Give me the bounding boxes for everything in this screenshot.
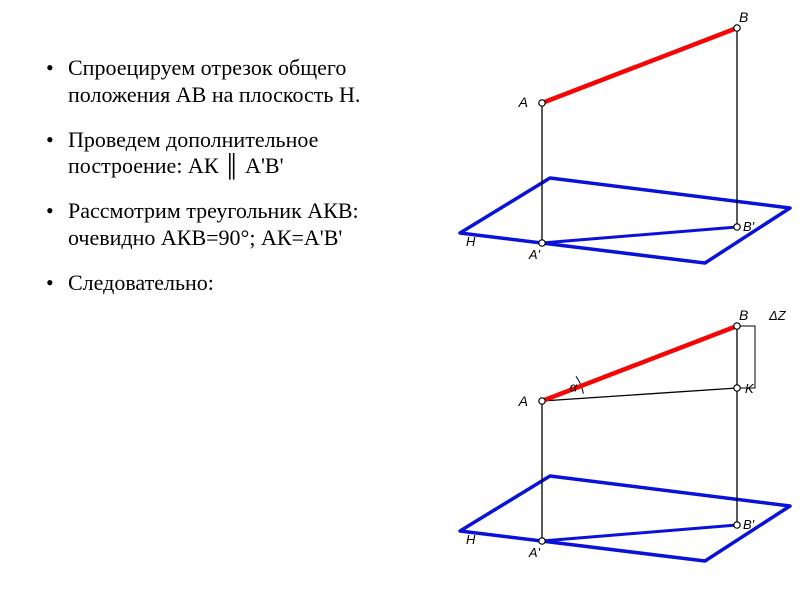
svg-text:A: A (518, 393, 528, 409)
bullet-4: Следовательно: (40, 270, 435, 297)
diagram-1: A B A' B' H (445, 8, 795, 278)
diagram-2: A B K A' B' Hα ΔZ (445, 298, 795, 578)
svg-text:H: H (466, 234, 476, 249)
svg-text:B': B' (743, 517, 755, 532)
svg-text:B': B' (743, 219, 755, 234)
text-column: Спроецируем отрезок общего положения АВ … (40, 55, 435, 315)
bullet-2: Проведем дополнительное построение: АК ║… (40, 127, 435, 181)
bullet-1: Спроецируем отрезок общего положения АВ … (40, 55, 435, 109)
svg-text:ΔZ: ΔZ (768, 308, 787, 323)
svg-text:H: H (466, 532, 476, 547)
svg-text:A: A (518, 94, 528, 110)
svg-text:A': A' (528, 247, 541, 262)
svg-text:K: K (745, 381, 755, 396)
bullet-3: Рассмотрим треугольник АКВ: очевидно АКВ… (40, 198, 435, 252)
svg-text:B: B (739, 9, 748, 25)
bullet-list: Спроецируем отрезок общего положения АВ … (40, 55, 435, 297)
svg-text:α: α (570, 380, 578, 395)
svg-text:B: B (739, 307, 748, 323)
svg-text:A': A' (528, 545, 541, 560)
